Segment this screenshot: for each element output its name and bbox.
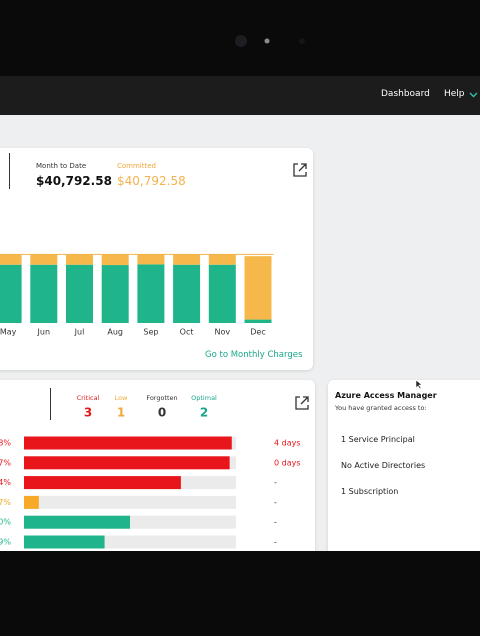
external-link-icon[interactable] <box>294 395 310 411</box>
stat-label: Month to Date <box>36 162 87 170</box>
x-tick-label: Aug <box>107 328 123 337</box>
bar-segment <box>137 254 165 265</box>
x-tick-label: Jun <box>37 328 51 337</box>
access-item: No Active Directories <box>341 461 426 470</box>
bezel-top <box>0 0 480 76</box>
summary-label: Optimal <box>191 394 217 402</box>
bar-segment <box>244 256 272 320</box>
bar-chart: MayJunJulAugSepOctNovDecUsage ChargesTop… <box>0 253 274 337</box>
summary-label: Low <box>115 394 128 402</box>
bar-track <box>24 495 236 509</box>
bar-segment <box>208 264 236 323</box>
chevron-icon[interactable] <box>469 91 478 99</box>
bar <box>24 436 232 450</box>
charges-card: Month to Date $40,792.58 Committed $40,7… <box>0 148 313 370</box>
bar-segment <box>173 254 201 265</box>
utilization-bars: Critical 3 Low 1 Forgotten 0 Optimal 2 8% 4 days 7… <box>0 394 301 549</box>
divider <box>9 153 10 189</box>
access-item: 1 Service Principal <box>341 435 415 444</box>
screen: Month to Date $40,792.58 Committed $40,7… <box>0 115 480 551</box>
bar-segment <box>101 265 129 323</box>
x-tick-label: Dec <box>250 328 265 337</box>
divider <box>50 388 51 420</box>
link[interactable]: Go to Monthly Charges <box>205 350 303 360</box>
summary-count: 1 <box>117 406 125 420</box>
percent-label: 4% <box>0 478 11 487</box>
summary-count: 3 <box>84 406 92 420</box>
summary-label: Forgotten <box>146 394 177 402</box>
bar-segment <box>244 319 272 323</box>
bar-segment <box>30 264 58 323</box>
x-tick-label: Oct <box>180 328 194 337</box>
card-subtitle: You have granted access to: <box>335 404 427 412</box>
bar <box>24 515 130 529</box>
card-title: Azure Access Manager <box>335 391 437 400</box>
bar-segment <box>101 254 129 266</box>
status-label: 0 days <box>274 458 301 467</box>
status-label: - <box>274 478 277 487</box>
percent-label: 7% <box>0 458 11 467</box>
stat-value: $40,792.58 <box>117 174 186 188</box>
status-label: 4 days <box>274 439 301 448</box>
nav-link[interactable]: Dashboard <box>381 89 430 99</box>
bar <box>24 535 105 549</box>
status-label: - <box>274 518 277 527</box>
bar-segment <box>0 254 22 265</box>
status-label: - <box>274 498 277 507</box>
bar <box>24 456 230 470</box>
x-tick-label: Nov <box>214 328 230 337</box>
bezel-bottom <box>0 551 480 636</box>
nav-bar: Dashboard Help <box>0 76 480 115</box>
percent-label: 8% <box>0 439 11 448</box>
bar <box>24 495 39 509</box>
summary-label: Critical <box>77 394 100 402</box>
x-tick-label: Jul <box>74 328 85 337</box>
bar-segment <box>66 264 93 323</box>
bar-segment <box>0 264 22 323</box>
percent-label: 9% <box>0 538 11 547</box>
nav-link[interactable]: Help <box>444 89 465 99</box>
stat-value: $40,792.58 <box>36 174 112 188</box>
bar-segment <box>30 254 58 265</box>
utilization-card: Critical 3 Low 1 Forgotten 0 Optimal 2 8% 4 days 7… <box>0 380 315 551</box>
x-tick-label: May <box>0 328 17 337</box>
bar-segment <box>137 264 165 323</box>
x-tick-label: Sep <box>143 328 158 337</box>
summary-count: 2 <box>200 406 208 420</box>
stat-label: Committed <box>117 162 156 170</box>
access-item: 1 Subscription <box>341 487 399 496</box>
bar-segment <box>66 254 93 265</box>
bar <box>24 476 181 490</box>
percent-label: 0% <box>0 518 11 527</box>
percent-label: 7% <box>0 498 11 507</box>
access-card: Azure Access Manager You have granted ac… <box>328 380 480 551</box>
external-link-icon[interactable] <box>292 162 308 178</box>
mouse-cursor <box>415 379 423 390</box>
bar-segment <box>208 254 236 265</box>
summary-count: 0 <box>158 406 166 420</box>
status-label: - <box>274 538 277 547</box>
bar-segment <box>173 264 201 323</box>
